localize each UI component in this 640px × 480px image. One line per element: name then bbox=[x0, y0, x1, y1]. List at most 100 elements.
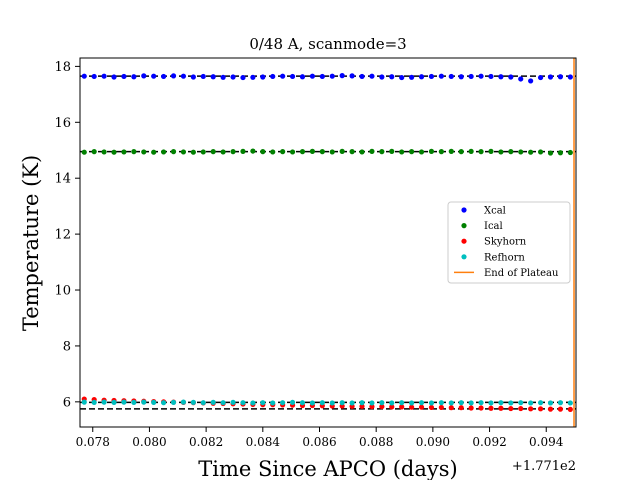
y-axis-label: Temperature (K) bbox=[19, 155, 43, 331]
ical-point bbox=[448, 148, 454, 154]
xcal-point bbox=[389, 74, 395, 80]
ical-point bbox=[428, 148, 435, 154]
skyhorn-point bbox=[537, 406, 544, 412]
skyhorn-point bbox=[567, 406, 573, 412]
refhorn-point bbox=[369, 400, 375, 406]
refhorn-point bbox=[319, 400, 325, 406]
ical-point bbox=[339, 148, 345, 154]
xcal-point bbox=[270, 73, 276, 80]
refhorn-point bbox=[349, 400, 355, 406]
skyhorn-point bbox=[399, 404, 405, 410]
ical-point bbox=[101, 149, 107, 155]
legend-label-end-of-plateau: End of Plateau bbox=[484, 268, 559, 279]
ical-point bbox=[409, 149, 415, 155]
legend-box bbox=[447, 201, 571, 284]
x-axis-label: Time Since APCO (days) bbox=[198, 457, 457, 480]
xcal-point bbox=[131, 74, 137, 80]
refhorn-point bbox=[111, 399, 117, 405]
ical-point bbox=[319, 149, 325, 155]
skyhorn-point bbox=[448, 405, 454, 411]
refhorn-point bbox=[190, 399, 196, 405]
y-tick-label: 10 bbox=[54, 284, 71, 299]
refhorn-point bbox=[428, 400, 435, 406]
refhorn-point bbox=[518, 400, 524, 406]
x-axis: 0.078 0.080 0.082 0.084 0.086 0.088 0.090 0.092… bbox=[76, 427, 564, 449]
ical-point bbox=[161, 149, 167, 155]
xcal-point bbox=[567, 74, 573, 80]
ical-point bbox=[220, 149, 226, 155]
xcal-point bbox=[121, 73, 127, 80]
legend-marker-xcal bbox=[461, 207, 467, 213]
skyhorn-point bbox=[389, 404, 395, 410]
xcal-point bbox=[319, 73, 325, 80]
legend-label-refhorn: Refhorn bbox=[484, 252, 525, 263]
refhorn-point bbox=[121, 399, 127, 405]
ical-point bbox=[81, 149, 87, 155]
ical-point bbox=[260, 149, 266, 155]
skyhorn-point bbox=[508, 405, 514, 412]
ical-point bbox=[359, 149, 365, 155]
xcal-point bbox=[190, 74, 196, 80]
series-xcal bbox=[81, 73, 573, 84]
refhorn-point bbox=[557, 400, 564, 406]
xcal-point bbox=[488, 73, 494, 80]
xcal-point bbox=[518, 76, 524, 82]
ical-point bbox=[250, 148, 256, 154]
xcal-point bbox=[141, 73, 147, 79]
ical-point bbox=[240, 148, 246, 154]
skyhorn-point bbox=[418, 404, 425, 410]
refhorn-point bbox=[399, 400, 405, 406]
refhorn-point bbox=[250, 400, 256, 406]
y-tick-label: 18 bbox=[54, 60, 71, 75]
xcal-point bbox=[299, 74, 306, 80]
skyhorn-point bbox=[369, 403, 375, 410]
refhorn-point bbox=[289, 399, 296, 405]
ical-point bbox=[498, 149, 504, 155]
refhorn-point bbox=[547, 400, 554, 406]
ical-point bbox=[478, 149, 484, 155]
xcal-point bbox=[359, 73, 365, 80]
xcal-point bbox=[339, 73, 345, 79]
refhorn-point bbox=[339, 400, 345, 406]
refhorn-point bbox=[240, 400, 246, 406]
ical-point bbox=[190, 149, 196, 155]
y-axis: 6 8 10 12 14 16 18 bbox=[54, 60, 80, 410]
x-tick-label: 0.092 bbox=[472, 435, 506, 449]
y-tick-label: 16 bbox=[54, 116, 71, 131]
refhorn-point bbox=[220, 400, 226, 406]
xcal-point bbox=[180, 73, 187, 79]
xcal-point bbox=[508, 74, 514, 80]
plot-area bbox=[79, 57, 577, 428]
xcal-point bbox=[458, 74, 464, 80]
xcal-point bbox=[230, 74, 236, 80]
ical-point bbox=[518, 149, 524, 155]
xcal-point bbox=[448, 73, 454, 80]
ical-point bbox=[557, 150, 564, 156]
refhorn-point bbox=[438, 400, 444, 406]
refhorn-point bbox=[409, 400, 415, 406]
refhorn-point bbox=[468, 400, 474, 406]
xcal-point bbox=[379, 74, 385, 80]
ical-point bbox=[567, 149, 573, 156]
skyhorn-point bbox=[379, 403, 385, 410]
series-refhorn bbox=[81, 399, 573, 406]
ical-point bbox=[289, 149, 296, 155]
xcal-point bbox=[537, 74, 544, 81]
x-tick-label: 0.084 bbox=[246, 435, 281, 449]
refhorn-point bbox=[299, 400, 306, 406]
x-tick-label: 0.090 bbox=[416, 435, 450, 449]
x-tick-label: 0.094 bbox=[529, 435, 564, 449]
refhorn-point bbox=[180, 399, 187, 405]
xcal-point bbox=[111, 74, 117, 80]
xcal-point bbox=[81, 73, 87, 79]
legend-marker-refhorn bbox=[461, 254, 467, 260]
ical-point bbox=[329, 149, 335, 155]
x-tick-label: 0.080 bbox=[132, 435, 166, 449]
ical-point bbox=[418, 149, 425, 155]
xcal-point bbox=[468, 73, 474, 80]
refhorn-point bbox=[309, 400, 316, 406]
xcal-point bbox=[260, 74, 266, 80]
skyhorn-point bbox=[498, 405, 504, 411]
ical-point bbox=[488, 148, 494, 154]
